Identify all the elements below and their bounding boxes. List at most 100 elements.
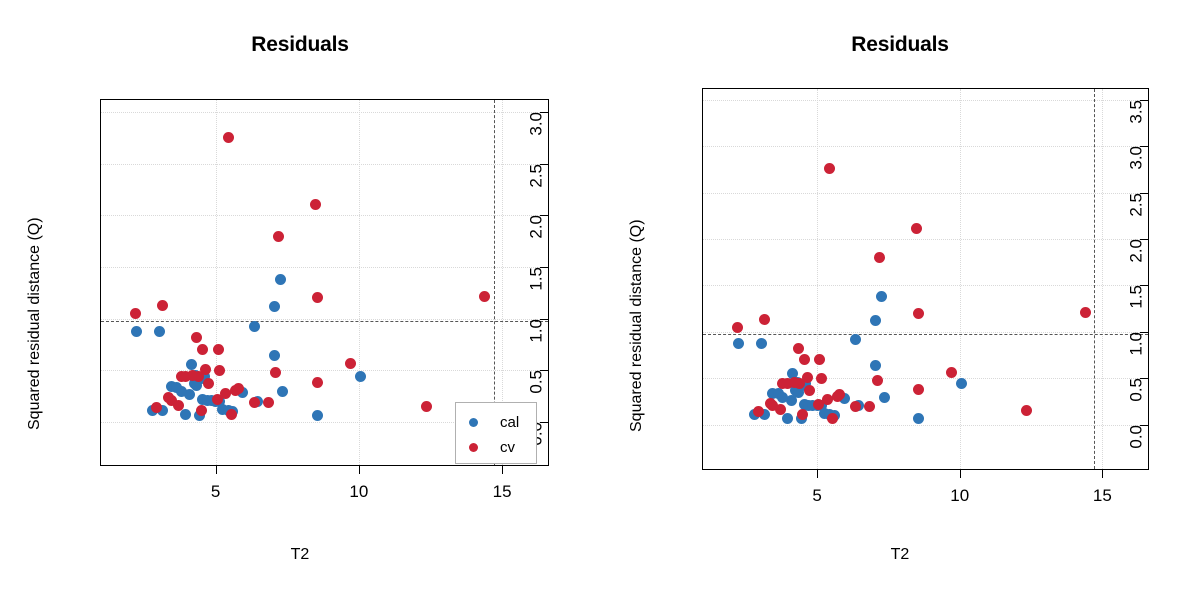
data-point-cal	[157, 404, 169, 416]
data-point-cv	[344, 358, 356, 370]
data-point-cv	[202, 378, 214, 390]
data-point-cv	[195, 404, 207, 416]
data-point-cal	[237, 387, 249, 399]
gridline-horizontal	[101, 421, 548, 423]
data-point-cal	[268, 350, 280, 362]
data-point-cv	[813, 398, 825, 410]
data-point-cal	[185, 359, 197, 371]
data-point-cv	[764, 397, 776, 409]
cutoff-line-horizontal	[101, 320, 548, 322]
panel-right: Residuals 0.0 0.5 1.0 1.5 2.0 2.5 3.0 3.5 5 10 15 …	[600, 0, 1200, 600]
data-point-cal	[870, 315, 882, 327]
y-tick-label: 3.5	[1127, 100, 1146, 124]
data-point-cv	[774, 404, 786, 416]
data-point-cv	[864, 401, 876, 413]
data-point-cal	[733, 338, 745, 350]
data-point-cal	[777, 392, 789, 404]
y-axis-title-right: Squared residual distance (Q)	[628, 219, 645, 432]
gridline-horizontal	[703, 239, 1148, 241]
x-axis-title-right: T2	[890, 546, 910, 563]
cutoff-line-vertical	[1094, 89, 1096, 469]
cutoff-line-vertical	[494, 100, 496, 465]
gridline-horizontal	[101, 370, 548, 372]
gridline-horizontal	[703, 424, 1148, 426]
data-point-cv	[911, 223, 923, 235]
data-point-cv	[731, 321, 743, 333]
y-tick-mark	[540, 112, 548, 114]
data-point-cal	[131, 326, 143, 338]
y-tick-mark	[540, 318, 548, 320]
legend-label-cv: cv	[500, 439, 515, 456]
data-point-cv	[874, 252, 886, 264]
y-tick-label: 2.0	[1127, 239, 1146, 263]
legend-item-cal: cal	[456, 410, 536, 435]
y-tick-mark	[1140, 146, 1148, 148]
data-point-cv	[945, 367, 957, 379]
gridline-horizontal	[101, 267, 548, 269]
gridline-vertical	[817, 89, 819, 469]
y-tick-mark	[1140, 331, 1148, 333]
data-point-cv	[162, 392, 174, 404]
data-point-cv	[211, 393, 223, 405]
data-point-cal	[311, 410, 323, 421]
data-point-cv	[821, 393, 833, 405]
data-point-cal	[175, 386, 187, 398]
gridline-horizontal	[703, 146, 1148, 148]
data-point-cal	[755, 338, 767, 350]
data-point-cv	[794, 378, 806, 390]
gridline-vertical	[1102, 89, 1104, 469]
data-point-cal	[268, 300, 280, 312]
gridline-horizontal	[101, 215, 548, 217]
data-point-cv	[804, 384, 816, 396]
data-point-cv	[197, 344, 209, 356]
data-point-cv	[912, 383, 924, 395]
data-point-cal	[785, 394, 797, 406]
gridline-horizontal	[703, 331, 1148, 333]
data-point-cv	[311, 292, 323, 304]
data-point-cv	[248, 396, 260, 408]
data-point-cal	[184, 389, 196, 401]
data-point-cal	[248, 321, 260, 333]
y-tick-mark	[540, 370, 548, 372]
plot-area-right: 0.0 0.5 1.0 1.5 2.0 2.5 3.0 3.5 5 10 15	[702, 88, 1149, 505]
y-tick-mark	[1140, 378, 1148, 380]
data-point-cv	[270, 366, 282, 378]
data-point-cal	[793, 386, 805, 398]
y-tick-mark	[540, 421, 548, 423]
gridline-vertical	[215, 100, 217, 465]
x-tick-mark	[817, 469, 819, 478]
y-axis-title-left: Squared residual distance (Q)	[26, 217, 43, 430]
x-tick-mark	[358, 465, 360, 474]
data-point-cal	[781, 412, 793, 424]
legend-label-cal: cal	[500, 414, 520, 431]
data-point-cv	[311, 377, 323, 388]
x-tick-mark	[502, 465, 504, 474]
data-point-cv	[834, 389, 846, 401]
gridline-vertical	[358, 100, 360, 465]
cutoff-line-horizontal	[703, 333, 1148, 335]
gridline-horizontal	[101, 163, 548, 165]
legend-dot-cal-icon	[469, 418, 478, 427]
y-tick-label: 2.5	[1127, 192, 1146, 217]
data-point-cal	[875, 291, 887, 303]
gridline-vertical	[959, 89, 961, 469]
legend-item-cv: cv	[456, 435, 536, 460]
y-tick-mark	[540, 163, 548, 165]
data-point-cv	[200, 363, 212, 375]
data-point-cal	[274, 273, 286, 285]
y-tick-label: 2.0	[527, 215, 546, 240]
y-tick-label: 0.0	[1127, 424, 1146, 449]
y-tick-mark	[1140, 424, 1148, 426]
y-tick-label: 2.5	[527, 163, 546, 188]
data-point-cv	[827, 412, 839, 424]
x-tick-label: 5	[210, 482, 221, 501]
gridline-vertical	[502, 100, 504, 465]
gridline-horizontal	[703, 378, 1148, 380]
data-point-cal	[758, 408, 770, 420]
data-point-cv	[797, 408, 809, 420]
data-point-cal	[800, 378, 812, 390]
y-tick-label: 0.5	[1127, 378, 1146, 402]
y-tick-mark	[1140, 100, 1148, 102]
data-point-cv	[753, 406, 765, 418]
